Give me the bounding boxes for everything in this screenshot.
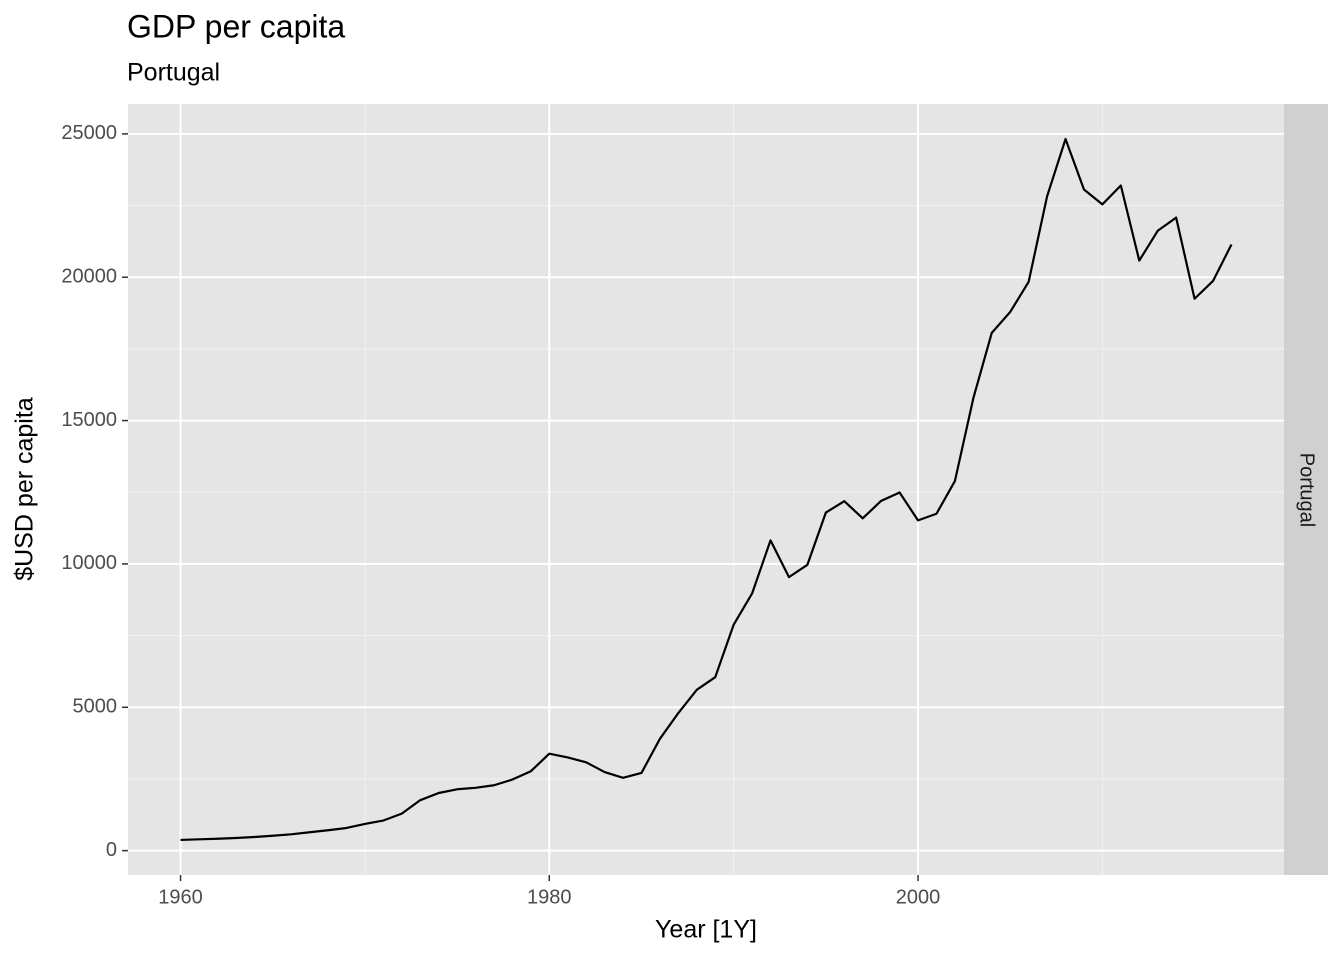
y-tick-label: 10000 [61,552,117,574]
y-tick-label: 15000 [61,409,117,431]
panel [128,104,1284,875]
chart-subtitle: Portugal [127,59,220,87]
data-line [180,137,1233,842]
x-tick-label: 1980 [527,886,572,908]
y-tick-label: 5000 [73,696,118,718]
y-tick-label: 25000 [61,122,117,144]
y-axis-title: $USD per capita [11,397,39,581]
x-tick-label: 2000 [896,886,941,908]
facet-strip [1284,104,1328,875]
facet-label: Portugal [1296,453,1318,528]
y-tick-label: 0 [106,839,117,861]
x-axis-title: Year [1Y] [655,916,757,944]
y-tick-label: 20000 [61,266,117,288]
x-tick-label: 1960 [158,886,203,908]
chart-title: GDP per capita [127,8,345,44]
